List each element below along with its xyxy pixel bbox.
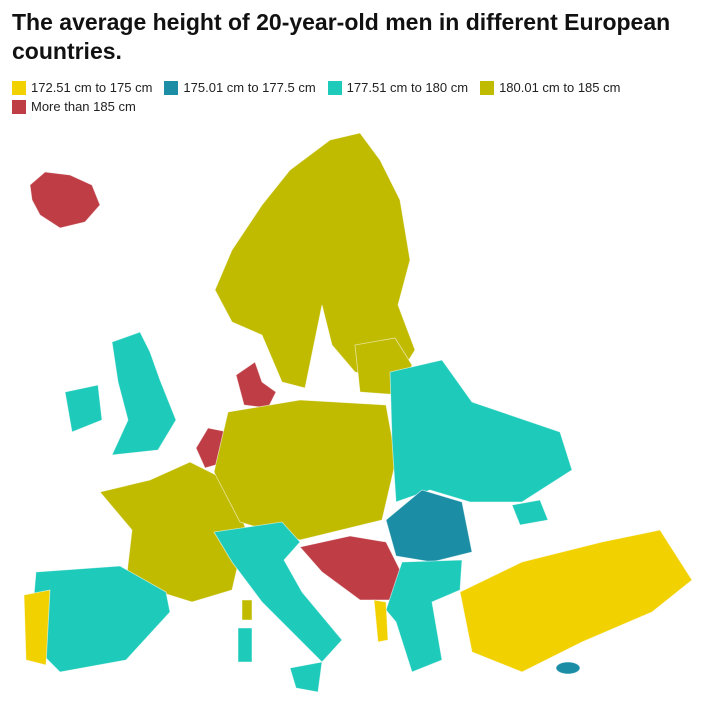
region (64, 384, 103, 433)
region (237, 627, 253, 663)
region (214, 132, 416, 389)
region (511, 499, 549, 526)
region (241, 599, 253, 621)
region (23, 589, 51, 666)
legend-item: 175.01 cm to 177.5 cm (164, 80, 316, 95)
region (289, 661, 323, 693)
legend: 172.51 cm to 175 cm 175.01 cm to 177.5 cm… (12, 80, 692, 114)
legend-label: 172.51 cm to 175 cm (31, 80, 153, 95)
legend-swatch (12, 99, 26, 114)
map (23, 132, 693, 693)
legend-swatch (327, 80, 342, 95)
legend-item: 180.01 cm to 185 cm (480, 80, 620, 95)
region (29, 171, 101, 229)
legend-label: 180.01 cm to 185 cm (499, 80, 621, 95)
title: The average height of 20-year-old men in… (12, 9, 671, 64)
legend-item: More than 185 cm (12, 99, 136, 114)
region (385, 489, 473, 563)
region (459, 529, 693, 673)
region (555, 661, 581, 675)
legend-label: 177.51 cm to 180 cm (346, 80, 469, 95)
region (213, 521, 343, 663)
region (385, 559, 463, 673)
region (213, 399, 397, 541)
legend-item: 172.51 cm to 175 cm (12, 80, 152, 95)
legend-item: 177.51 cm to 180 cm (327, 80, 469, 95)
region (389, 359, 573, 503)
region (99, 461, 247, 603)
region (235, 361, 277, 409)
region (373, 599, 389, 643)
region (111, 331, 177, 456)
legend-swatch (480, 80, 495, 95)
legend-swatch (12, 80, 26, 95)
legend-label: More than 185 cm (31, 99, 136, 114)
region (299, 535, 407, 601)
legend-swatch (164, 80, 179, 95)
legend-label: 175.01 cm to 177.5 cm (183, 80, 316, 95)
